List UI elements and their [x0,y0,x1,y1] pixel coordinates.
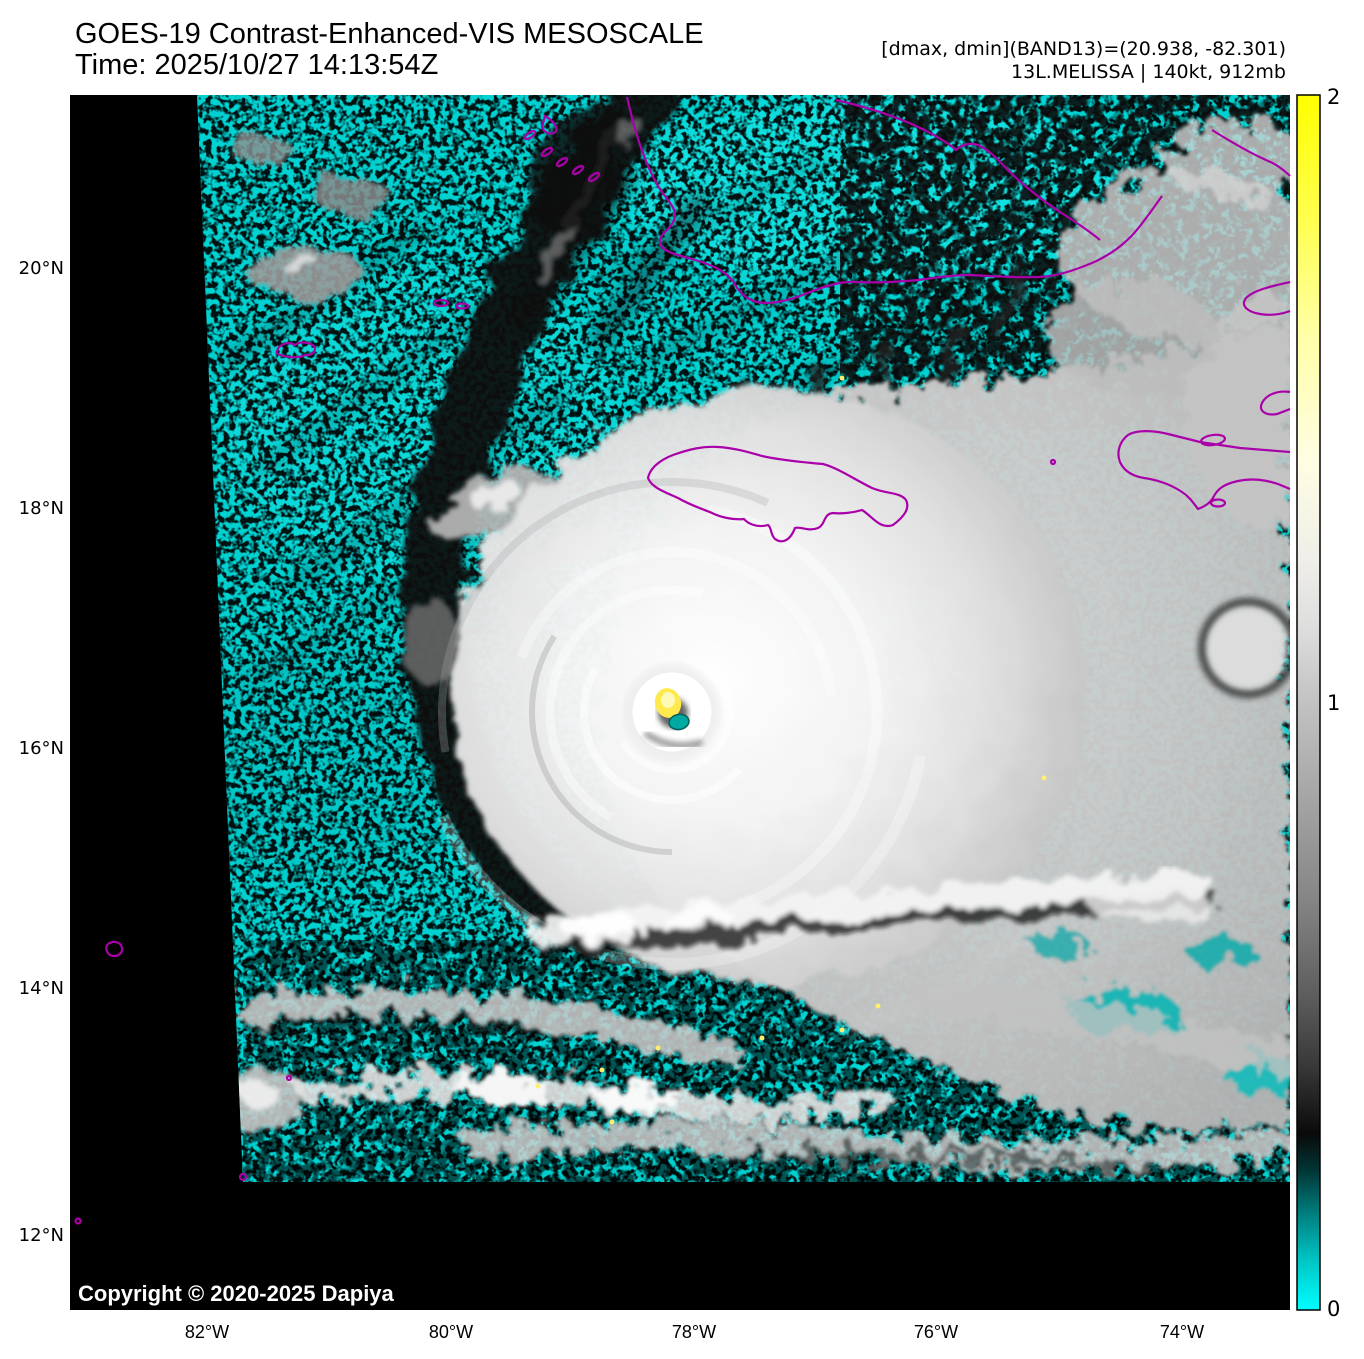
page-title: GOES-19 Contrast-Enhanced-VIS MESOSCALE [75,18,704,50]
coastline-jamaica [646,445,909,543]
lon-tick-label: 76°W [914,1322,958,1342]
band-minmax-label: [dmax, dmin](BAND13)=(20.938, -82.301) [881,38,1286,60]
coastline-cuba-islet [540,114,558,135]
coastline-cuba-se-bays [1242,280,1291,316]
lat-tick-label: 18°N [19,498,64,519]
overshooting-top-specks [535,375,1047,1125]
colorbar: 2 1 0 [1296,85,1340,1321]
lat-tick-label: 14°N [19,978,64,999]
hurricane-cdo [414,363,1127,1037]
colorbar-gradient [1296,94,1321,1311]
coastline-haiti-tiburon [1117,430,1291,511]
lat-axis: 20°N 18°N 16°N 14°N 12°N [19,258,64,1246]
lon-tick-label: 80°W [429,1322,473,1342]
lat-tick-label: 16°N [19,738,64,759]
coastline-cuba-northeast [1211,129,1291,177]
mesovortex-swirl [1197,597,1290,699]
coastlines [74,96,1291,1225]
colorbar-max-label: 2 [1327,85,1340,109]
coastline-ile-a-vache [1209,498,1227,508]
colorbar-min-label: 0 [1327,1297,1340,1321]
coastline-haiti-nw [1259,390,1291,416]
lon-tick-label: 78°W [672,1322,716,1342]
coastline-pedro-cay [105,940,124,958]
colorbar-mid-label: 1 [1327,691,1340,715]
coastline-cuba-south [625,96,1163,304]
lon-axis: 82°W 80°W 78°W 76°W 74°W [185,1322,1204,1342]
copyright-label: Copyright © 2020-2025 Dapiya [78,1281,395,1306]
coastline-grand-cayman [275,341,317,359]
satellite-imagery [197,95,1290,1182]
lon-tick-label: 82°W [185,1322,229,1342]
coastline-gonave [1199,433,1227,447]
eye-clear-teal [668,713,690,731]
storm-info-label: 13L.MELISSA | 140kt, 912mb [1011,61,1286,83]
lat-tick-label: 12°N [19,1225,64,1246]
lon-tick-label: 74°W [1160,1322,1204,1342]
coastline-cuba-north [835,98,1101,241]
lat-tick-label: 20°N [19,258,64,279]
timestamp-label: Time: 2025/10/27 14:13:54Z [75,49,438,81]
islet-chain [432,129,601,310]
